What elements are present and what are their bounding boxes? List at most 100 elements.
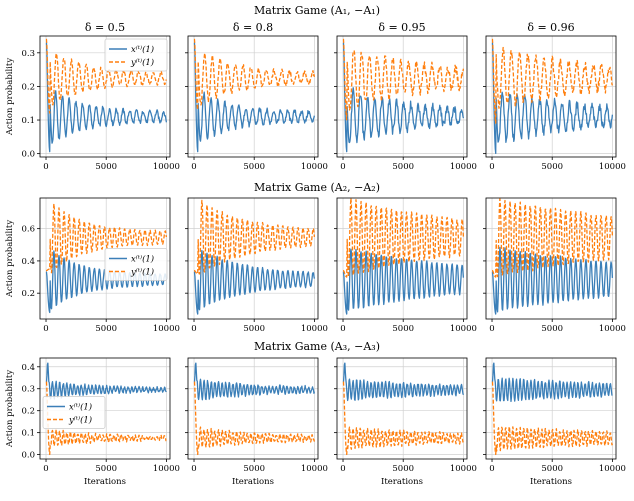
panel-title: δ = 0.5 [85,21,125,34]
x-tick-label: 0 [489,324,494,334]
series-line-y [193,38,316,111]
panel-4: 0 5000 10000 δ = 0.96 [483,21,626,172]
panel-1: 0.2 0.4 0.6 0 5000 10000 x⁽ᵗ⁾(1) y⁽ᵗ⁾(1) [21,197,180,334]
panel-title: δ = 0.96 [527,21,574,34]
x-tick-label: 0 [43,464,48,474]
x-axis-label: Iterations [530,477,572,487]
x-tick-label: 5000 [541,162,563,172]
legend: x⁽ᵗ⁾(1) y⁽ᵗ⁾(1) [104,38,168,72]
panel-2: 0 5000 10000 Iterations [185,357,328,487]
series-line-y [491,198,614,278]
series-line-x [342,42,465,153]
panel-1: 0.0 0.1 0.2 0.3 0 5000 10000 δ = 0.5 x⁽ᵗ⁾(1) y⁽ᵗ⁾… [21,21,179,172]
x-tick-label: 10000 [153,324,180,334]
x-tick-label: 10000 [450,464,477,474]
x-tick-label: 5000 [392,464,414,474]
series-line-y [193,199,316,275]
axes-frame [336,357,468,460]
y-tick-label: 0.2 [21,82,35,92]
y-tick-label: 0.0 [21,150,35,160]
series-line-x [342,362,464,402]
x-tick-label: 10000 [301,464,328,474]
x-tick-label: 0 [43,162,48,172]
series-line-x [491,246,614,315]
x-tick-label: 5000 [392,162,414,172]
x-tick-label: 0 [191,162,196,172]
y-tick-label: 0.2 [21,289,35,299]
y-axis-label: Action probability [5,58,15,136]
x-tick-label: 0 [43,324,48,334]
x-axis-label: Iterations [232,477,274,487]
series-line-x [491,362,613,403]
axes-frame [187,357,319,460]
legend-box [42,396,106,429]
panel-4: 0 5000 10000 Iterations [483,357,626,487]
series-line-y [342,197,465,278]
x-tick-label: 0 [191,324,196,334]
x-tick-label: 0 [191,464,196,474]
series-line-y [342,38,465,121]
x-tick-label: 5000 [541,464,563,474]
gridlines [337,358,467,459]
axes-frame [485,357,617,460]
x-tick-label: 5000 [243,324,265,334]
series-line-y [491,381,613,456]
panel-3: 0 5000 10000 [334,197,477,334]
axes-frame [39,197,171,320]
panel-3: 0 5000 10000 Iterations [334,357,477,487]
x-tick-label: 10000 [599,162,626,172]
axes-frame [187,197,319,320]
series-line-y [342,381,464,456]
gridlines [188,358,318,459]
chart-row-3: Matrix Game (A₃, −A₃) 0.0 0.1 0.2 0.3 0.4 0 500… [5,340,626,487]
chart-row-1: Matrix Game (A₁, −A₁) 0.0 0.1 0.2 0.3 0 5000 10… [5,4,626,172]
series-line-y [45,203,168,274]
chart-row-2: Matrix Game (A₂, −A₂) 0.2 0.4 0.6 0 5000 10000… [5,181,626,334]
x-tick-label: 5000 [243,162,265,172]
x-tick-label: 5000 [95,464,117,474]
y-tick-label: 0.1 [21,429,35,439]
row-title: Matrix Game (A₁, −A₁) [254,4,380,17]
axes-frame [336,197,468,320]
panel-3: 0 5000 10000 δ = 0.95 [334,21,477,172]
x-tick-label: 10000 [153,464,180,474]
x-tick-label: 5000 [392,324,414,334]
axes-frame [187,35,319,158]
row-title: Matrix Game (A₃, −A₃) [254,340,380,353]
panel-2: 0 5000 10000 δ = 0.8 [185,21,328,172]
x-tick-label: 10000 [301,162,328,172]
gridlines [486,358,616,459]
x-axis-label: Iterations [84,477,126,487]
panel-2: 0 5000 10000 [185,197,328,334]
series-line-y [45,38,167,114]
panel-4: 0 5000 10000 [483,197,626,334]
legend-label-y: y⁽ᵗ⁾(1) [68,415,92,426]
series-line-x [193,42,316,153]
y-axis-label: Action probability [5,370,15,448]
series-line-x [45,42,168,153]
series-line-y [193,381,316,456]
series-line-x [193,362,316,401]
x-tick-label: 0 [340,464,345,474]
y-tick-label: 0.1 [21,116,35,126]
x-tick-label: 5000 [95,324,117,334]
series-line-x [342,248,465,315]
axes-frame [485,35,617,158]
axes-frame [39,357,171,460]
legend-box [104,248,168,281]
y-tick-label: 0.3 [21,49,35,59]
legend-label-x: x⁽ᵗ⁾(1) [131,254,154,265]
x-tick-label: 0 [489,464,494,474]
legend: x⁽ᵗ⁾(1) y⁽ᵗ⁾(1) [42,396,106,429]
axes-frame [485,197,617,320]
x-tick-label: 0 [340,162,345,172]
y-tick-label: 0.4 [21,363,35,373]
x-tick-label: 10000 [599,464,626,474]
legend-label-x: x⁽ᵗ⁾(1) [131,44,154,55]
x-tick-label: 10000 [599,324,626,334]
series-line-y [45,381,167,456]
legend-label-x: x⁽ᵗ⁾(1) [69,402,92,413]
legend: x⁽ᵗ⁾(1) y⁽ᵗ⁾(1) [104,248,168,281]
legend-label-y: y⁽ᵗ⁾(1) [130,267,154,278]
series-line-x [45,362,167,400]
